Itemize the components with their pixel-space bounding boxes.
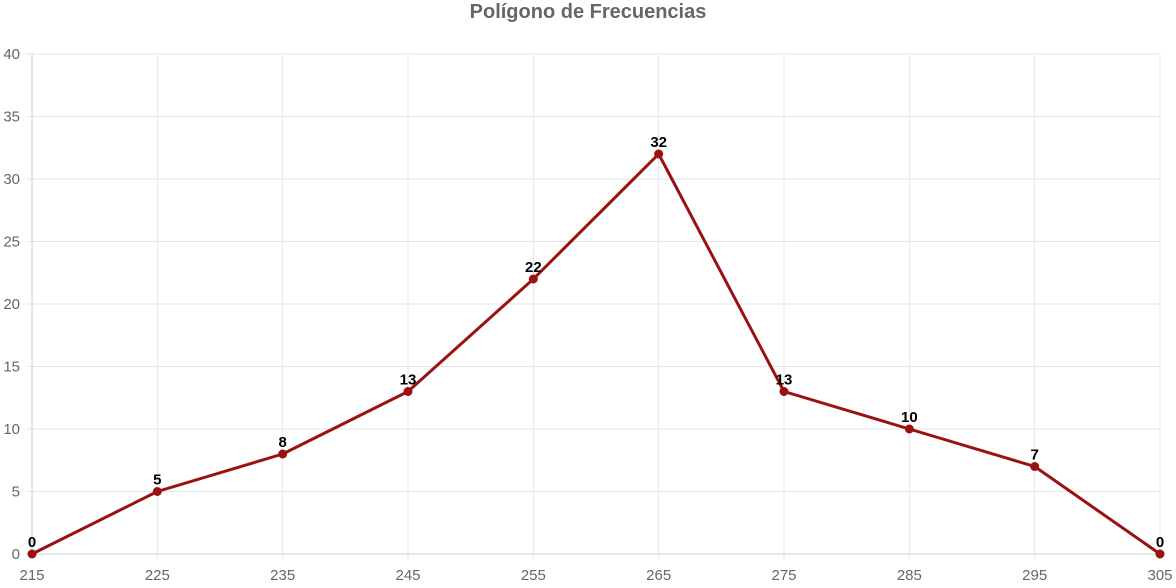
y-tick-label: 15 <box>3 359 20 376</box>
series-line <box>31 152 1161 556</box>
series <box>27 149 1165 559</box>
x-tick-label: 305 <box>1147 567 1172 584</box>
data-point[interactable] <box>779 387 789 396</box>
x-tick-label: 285 <box>897 567 922 584</box>
data-point[interactable] <box>403 387 413 396</box>
data-label: 13 <box>400 372 417 389</box>
data-label: 13 <box>776 372 793 389</box>
y-tick-label: 20 <box>3 296 20 313</box>
x-tick-label: 295 <box>1022 567 1047 584</box>
x-tick-label: 235 <box>270 567 295 584</box>
data-point[interactable] <box>904 424 914 434</box>
data-point[interactable] <box>27 549 37 559</box>
x-tick-label: 275 <box>771 567 796 584</box>
grid-lines <box>27 53 1161 559</box>
data-label: 5 <box>153 472 161 489</box>
data-point[interactable] <box>1155 549 1165 559</box>
y-tick-label: 35 <box>3 109 20 126</box>
data-point[interactable] <box>1030 462 1040 471</box>
data-label: 7 <box>1030 447 1038 464</box>
x-tick-label: 225 <box>145 567 170 584</box>
data-point[interactable] <box>278 449 288 459</box>
x-tick-label: 215 <box>19 567 44 584</box>
x-tick-label: 255 <box>521 567 546 584</box>
data-label: 0 <box>28 534 36 551</box>
data-label: 8 <box>278 434 286 451</box>
x-tick-label: 265 <box>646 567 671 584</box>
data-label: 22 <box>525 259 542 276</box>
y-tick-label: 5 <box>12 484 20 501</box>
data-point[interactable] <box>654 149 664 159</box>
data-label: 32 <box>650 134 667 151</box>
y-tick-label: 10 <box>3 421 20 438</box>
y-tick-label: 25 <box>3 234 20 251</box>
data-point[interactable] <box>528 274 538 284</box>
x-tick-label: 245 <box>395 567 420 584</box>
y-tick-label: 40 <box>3 46 20 63</box>
data-point[interactable] <box>152 487 162 496</box>
chart-title: Polígono de Frecuencias <box>469 1 707 23</box>
data-label: 10 <box>901 409 918 426</box>
data-labels: 0 5 8 13 22 32 13 10 7 0 <box>28 134 1164 551</box>
axes <box>31 54 1160 555</box>
y-tick-label: 30 <box>3 171 20 188</box>
y-tick-label: 0 <box>12 546 20 563</box>
data-label: 0 <box>1156 534 1164 551</box>
